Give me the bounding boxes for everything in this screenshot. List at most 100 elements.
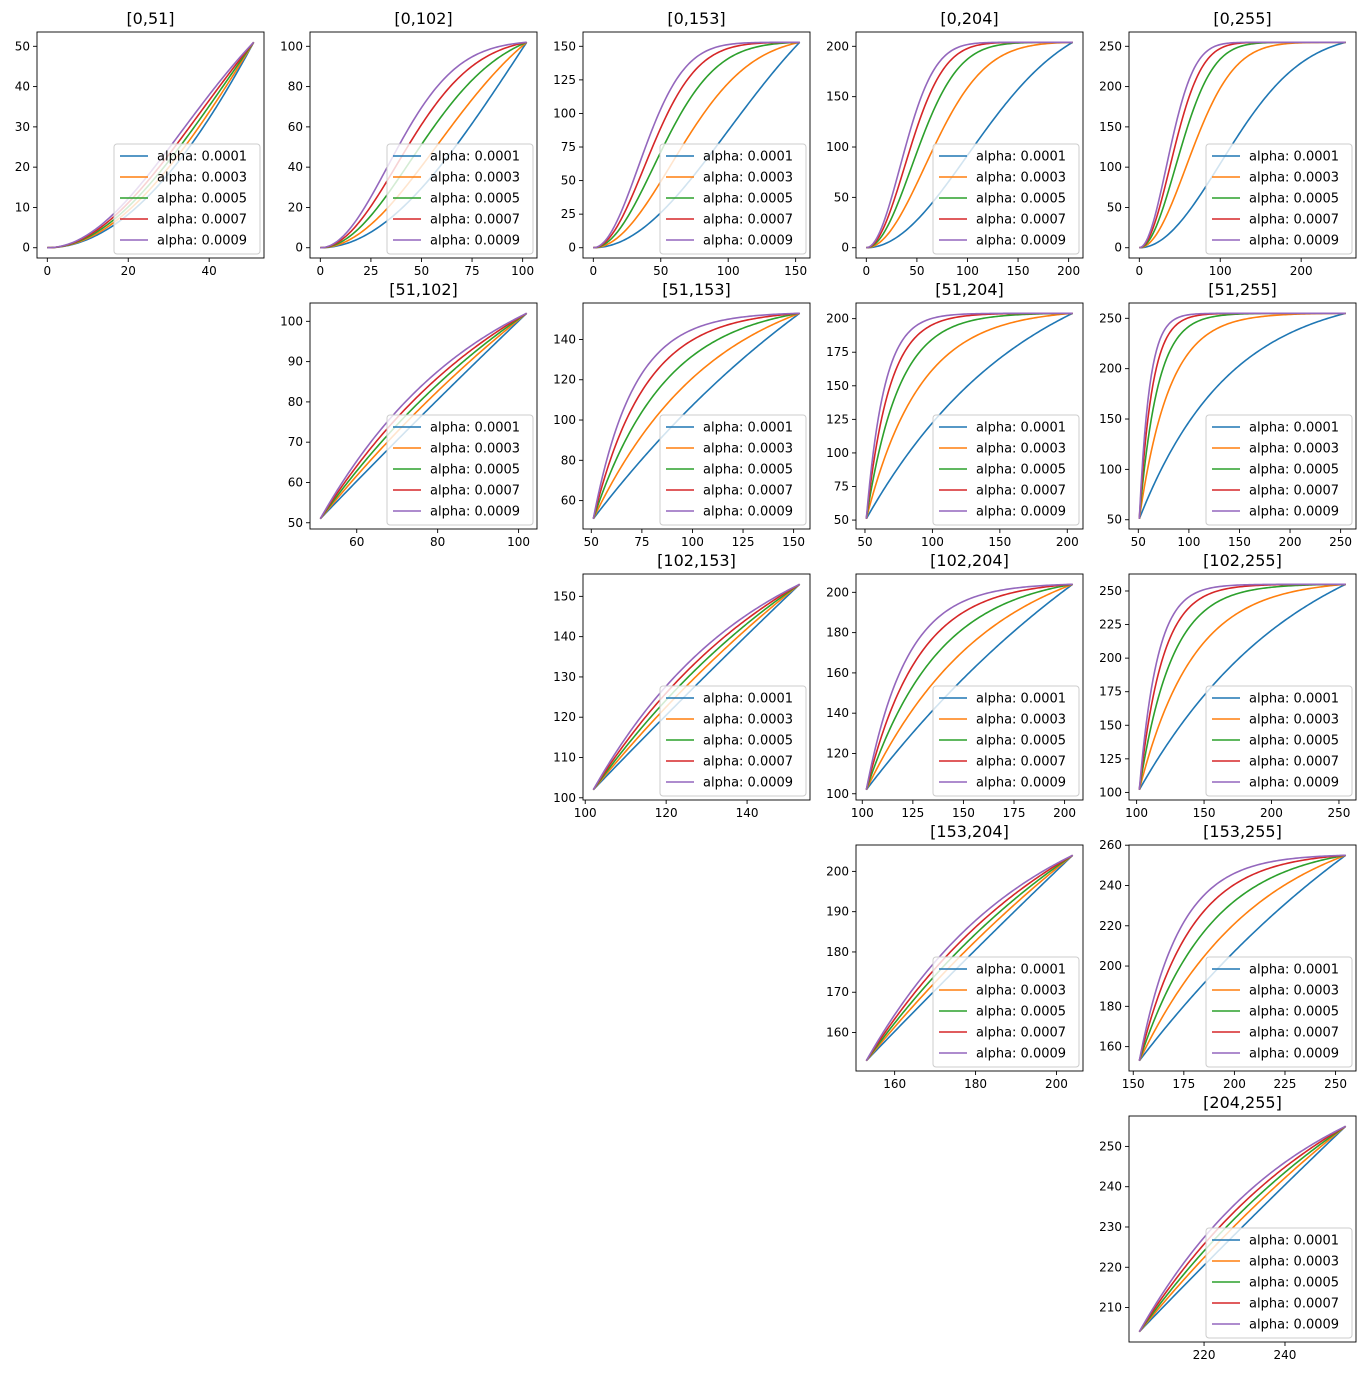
subplot-title: [102,153]	[657, 551, 736, 570]
legend-label: alpha: 0.0007	[976, 1026, 1066, 1041]
legend: alpha: 0.0001 alpha: 0.0003 alpha: 0.0005 a…	[1205, 414, 1353, 526]
y-tick-label: 180	[1099, 999, 1122, 1013]
y-tick-label: 250	[1099, 584, 1122, 598]
y-tick-label: 50	[1107, 513, 1122, 527]
y-tick-label: 150	[553, 589, 576, 603]
legend-label: alpha: 0.0001	[430, 150, 520, 165]
x-tick-label: 100	[717, 264, 740, 278]
x-tick-label: 150	[1122, 1077, 1145, 1091]
series-line	[1138, 1125, 1347, 1333]
x-tick-label: 150	[1007, 264, 1030, 278]
legend-box	[932, 956, 1080, 1068]
y-tick-label: 0	[295, 241, 303, 255]
y-tick-label: 10	[15, 200, 30, 214]
legend-label: alpha: 0.0003	[1249, 171, 1339, 186]
legend-label: alpha: 0.0009	[703, 234, 793, 249]
legend: alpha: 0.0001 alpha: 0.0003 alpha: 0.0005 a…	[659, 685, 807, 797]
legend-label: alpha: 0.0009	[976, 1047, 1066, 1062]
legend-label: alpha: 0.0007	[703, 213, 793, 228]
legend-box	[659, 685, 807, 797]
series-line	[592, 583, 801, 791]
series-line	[1138, 583, 1346, 790]
series-line	[865, 312, 1073, 519]
subplot: [51,102] 60 80 100 50 60 70 80 90 100 alpha: 0.000…	[280, 280, 538, 549]
x-tick-label: 100	[921, 535, 944, 549]
series-line	[319, 312, 528, 520]
legend-label: alpha: 0.0001	[1249, 963, 1339, 978]
series-line	[592, 312, 801, 520]
series-line	[865, 583, 1073, 790]
x-tick-label: 250	[1324, 1077, 1347, 1091]
x-tick-label: 125	[732, 535, 755, 549]
x-tick-label: 250	[1329, 535, 1352, 549]
legend-label: alpha: 0.0003	[430, 442, 520, 457]
series-line	[865, 854, 1074, 1062]
y-tick-label: 200	[826, 312, 849, 326]
series-line	[319, 312, 528, 520]
legend: alpha: 0.0001 alpha: 0.0003 alpha: 0.0005 a…	[386, 414, 534, 526]
y-tick-label: 120	[553, 710, 576, 724]
legend-label: alpha: 0.0003	[703, 442, 793, 457]
legend-label: alpha: 0.0007	[157, 213, 247, 228]
subplot-title: [0,255]	[1213, 9, 1271, 28]
x-tick-label: 200	[1223, 1077, 1246, 1091]
axes-frame	[36, 31, 265, 259]
series-line	[593, 41, 800, 249]
y-tick-label: 200	[1099, 80, 1122, 94]
y-tick-label: 250	[1099, 1139, 1122, 1153]
series-line	[1138, 312, 1346, 520]
subplot-title: [102,255]	[1203, 551, 1282, 570]
x-tick-label: 140	[736, 806, 759, 820]
legend-box	[386, 414, 534, 526]
series-line	[592, 583, 801, 791]
series-line	[1139, 41, 1346, 249]
legend: alpha: 0.0001 alpha: 0.0003 alpha: 0.0005 a…	[1205, 685, 1353, 797]
y-tick-label: 260	[1099, 838, 1122, 852]
series-line	[865, 312, 1074, 520]
x-tick-label: 225	[1274, 1077, 1297, 1091]
subplot: [0,255] 0 100 200 0 50 100 150 200 250 alpha: 0.00…	[1099, 9, 1357, 278]
x-tick-label: 100	[507, 535, 530, 549]
x-tick-label: 50	[414, 264, 429, 278]
series-line	[592, 583, 801, 791]
y-tick-label: 60	[288, 475, 303, 489]
x-tick-label: 250	[1327, 806, 1350, 820]
legend-label: alpha: 0.0003	[1249, 442, 1339, 457]
x-tick-label: 240	[1274, 1348, 1297, 1362]
y-tick-label: 150	[826, 90, 849, 104]
legend-label: alpha: 0.0009	[976, 505, 1066, 520]
series-line	[592, 312, 800, 520]
y-tick-label: 100	[280, 314, 303, 328]
legend-label: alpha: 0.0009	[430, 234, 520, 249]
legend: alpha: 0.0001 alpha: 0.0003 alpha: 0.0005 a…	[1205, 143, 1353, 255]
axes-frame	[1128, 844, 1357, 1072]
legend-label: alpha: 0.0005	[430, 463, 520, 478]
legend: alpha: 0.0001 alpha: 0.0003 alpha: 0.0005 a…	[113, 143, 261, 255]
legend-label: alpha: 0.0007	[976, 484, 1066, 499]
legend-label: alpha: 0.0005	[976, 192, 1066, 207]
x-tick-label: 160	[883, 1077, 906, 1091]
y-tick-label: 250	[1099, 39, 1122, 53]
y-tick-label: 100	[826, 446, 849, 460]
series-line	[592, 312, 800, 519]
x-tick-label: 100	[1125, 806, 1148, 820]
y-tick-label: 200	[1099, 651, 1122, 665]
x-tick-label: 20	[121, 264, 136, 278]
legend-label: alpha: 0.0003	[1249, 984, 1339, 999]
legend: alpha: 0.0001 alpha: 0.0003 alpha: 0.0005 a…	[1205, 956, 1353, 1068]
legend-label: alpha: 0.0009	[976, 776, 1066, 791]
series-line	[866, 41, 1073, 249]
y-tick-label: 200	[826, 864, 849, 878]
series-line	[1138, 854, 1346, 1061]
subplot: [102,204] 100 125 150 175 200 100 120 140 160 180 2…	[826, 551, 1084, 820]
x-tick-label: 100	[956, 264, 979, 278]
legend-label: alpha: 0.0005	[1249, 192, 1339, 207]
series-line	[1138, 312, 1346, 519]
legend-label: alpha: 0.0005	[1249, 1005, 1339, 1020]
x-tick-label: 75	[464, 264, 479, 278]
x-tick-label: 0	[43, 264, 51, 278]
x-tick-label: 200	[1057, 264, 1080, 278]
axes-frame	[582, 31, 811, 259]
y-tick-label: 20	[288, 200, 303, 214]
x-tick-label: 200	[1056, 535, 1079, 549]
